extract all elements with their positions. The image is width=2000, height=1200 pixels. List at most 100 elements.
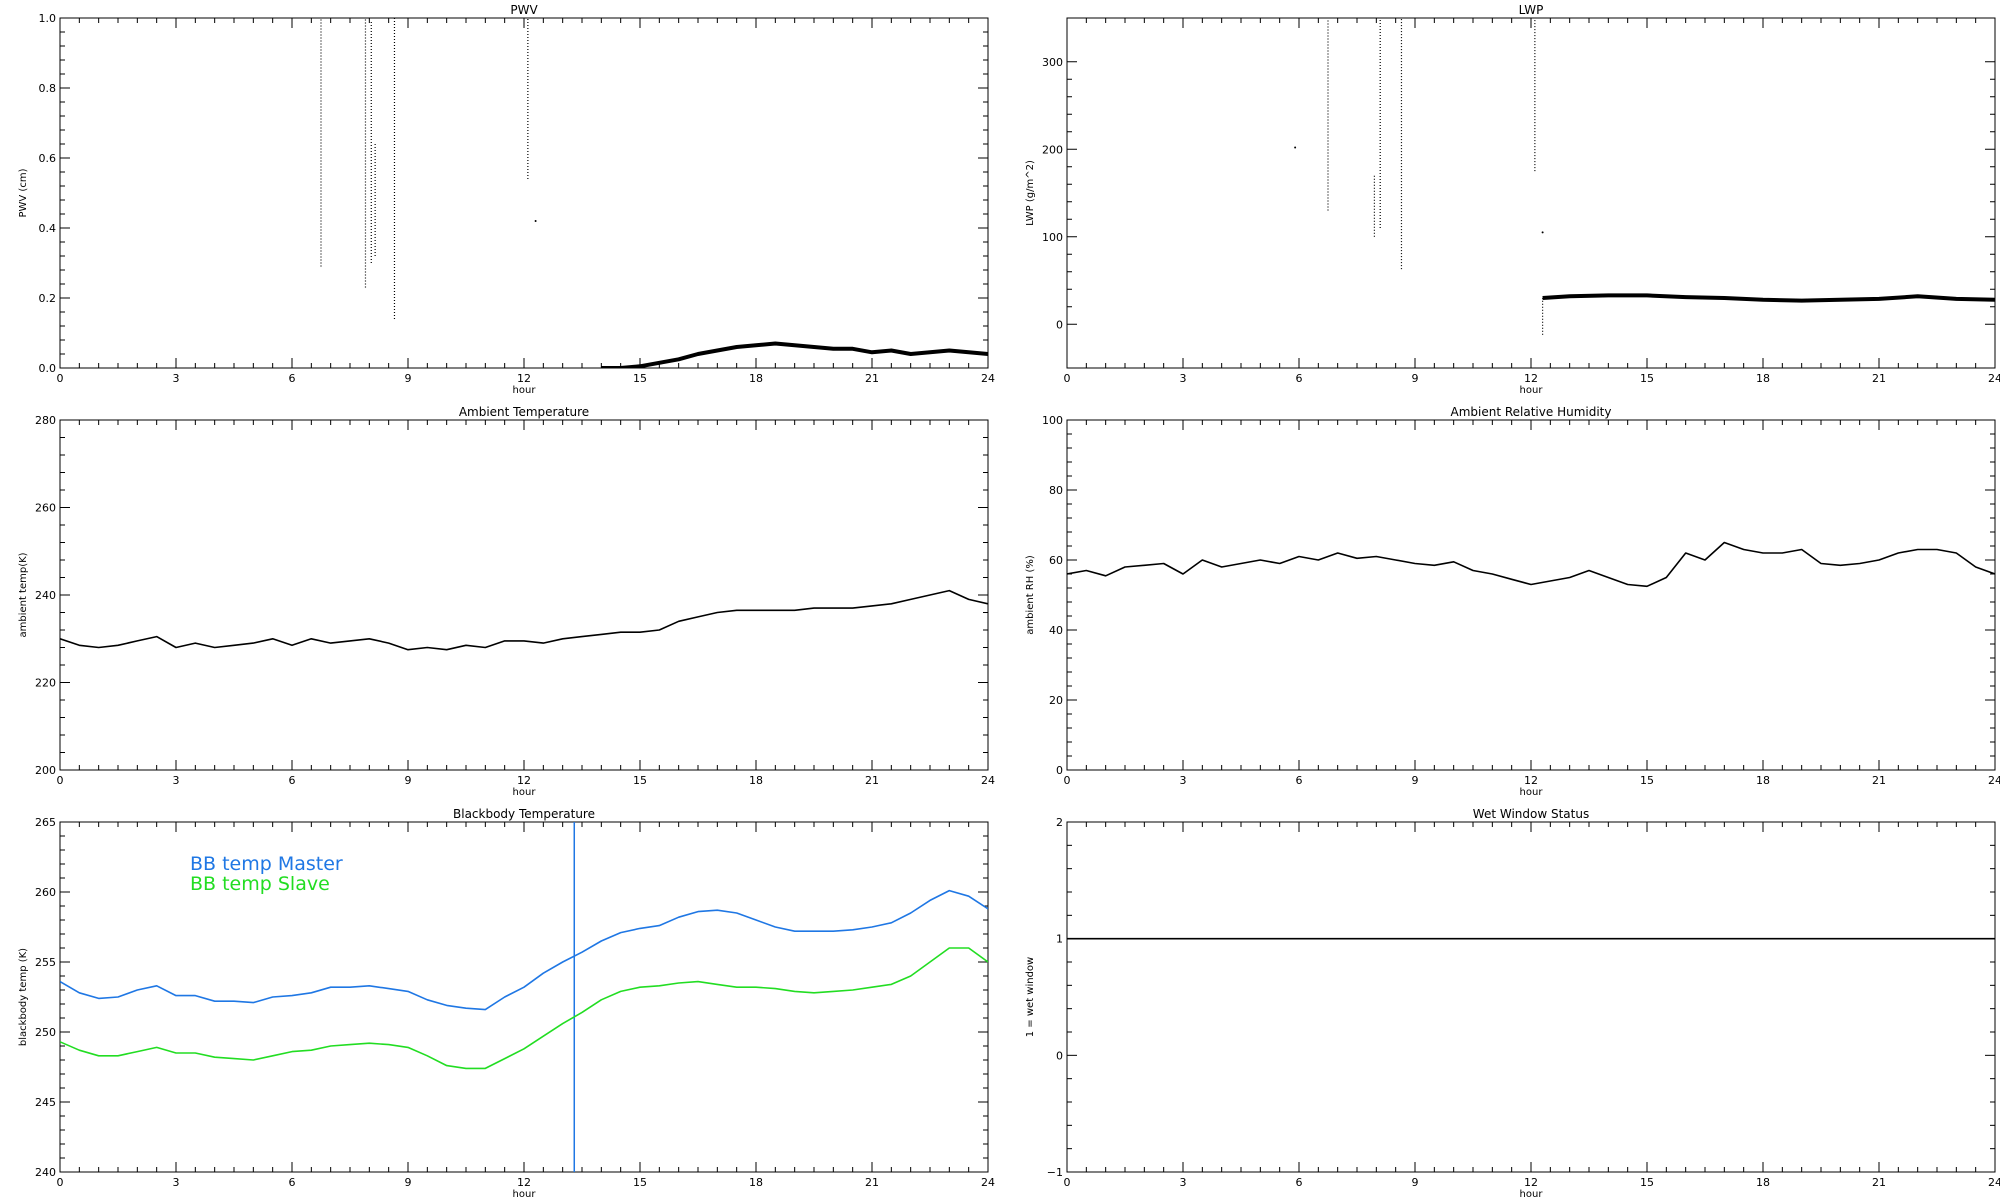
x-tick-label: 6 — [289, 1176, 296, 1189]
x-tick-label: 3 — [1180, 1176, 1187, 1189]
y-tick-label: 100 — [1042, 231, 1063, 244]
chart-title: PWV — [510, 3, 538, 17]
y-tick-label: 260 — [35, 886, 56, 899]
x-tick-label: 21 — [1872, 1176, 1886, 1189]
x-tick-label: 0 — [57, 774, 64, 787]
x-tick-label: 3 — [173, 1176, 180, 1189]
x-tick-label: 6 — [289, 774, 296, 787]
y-tick-label: 0 — [1056, 764, 1063, 777]
x-tick-label: 21 — [865, 1176, 879, 1189]
chart-title: Wet Window Status — [1473, 807, 1589, 821]
x-tick-label: 0 — [57, 1176, 64, 1189]
x-axis-label: hour — [1520, 1189, 1544, 1200]
panel-pwv: PWV 0 3 6 9 12 15 18 21 24 hour 0.0 0.2 0.4 0.6 0.8 1.0 P… — [18, 3, 995, 396]
x-tick-label: 12 — [1524, 774, 1538, 787]
x-tick-label: 9 — [1412, 1176, 1419, 1189]
y-tick-label: 40 — [1049, 624, 1063, 637]
x-tick-label: 15 — [1640, 372, 1654, 385]
y-tick-label: 220 — [35, 677, 56, 690]
y-axis-label: blackbody temp (K) — [18, 948, 29, 1046]
series-line-0 — [1542, 293, 1995, 303]
x-tick-label: 0 — [1064, 1176, 1071, 1189]
y-tick-label: 0 — [1056, 318, 1063, 331]
y-tick-label: 0 — [1056, 1049, 1063, 1062]
x-tick-label: 3 — [173, 372, 180, 385]
plot-area — [60, 589, 988, 651]
panel-lwp: LWP 0 3 6 9 12 15 18 21 24 hour 0 100 200 300 LWP (g/m^… — [1025, 3, 2000, 396]
x-tick-label: 12 — [517, 1176, 531, 1189]
plot-area — [1067, 541, 1995, 588]
chart-title: LWP — [1519, 3, 1544, 17]
x-tick-label: 24 — [1988, 774, 2000, 787]
y-tick-label: 300 — [1042, 56, 1063, 69]
y-tick-label: 0.4 — [39, 222, 57, 235]
x-tick-label: 6 — [1296, 372, 1303, 385]
plot-area — [1294, 18, 1995, 335]
x-tick-label: 24 — [1988, 1176, 2000, 1189]
x-tick-label: 9 — [1412, 372, 1419, 385]
x-tick-label: 21 — [1872, 774, 1886, 787]
x-tick-label: 9 — [405, 774, 412, 787]
y-tick-label: 0.2 — [39, 292, 57, 305]
data-point — [534, 220, 537, 222]
x-tick-label: 15 — [1640, 1176, 1654, 1189]
x-tick-label: 12 — [1524, 1176, 1538, 1189]
panel-ambient-temp: Ambient Temperature 0 3 6 9 12 15 18 21 24 hour 200… — [18, 405, 995, 798]
y-tick-label: 200 — [1042, 143, 1063, 156]
y-axis-label: LWP (g/m^2) — [1025, 160, 1036, 226]
x-tick-label: 9 — [405, 1176, 412, 1189]
data-point — [1294, 146, 1297, 149]
y-tick-label: 240 — [35, 1166, 56, 1179]
plot-frame — [59, 419, 989, 771]
y-tick-label: 2 — [1056, 816, 1063, 829]
series-line-0 — [60, 589, 988, 651]
x-tick-label: 18 — [1756, 372, 1770, 385]
plot-frame — [1066, 419, 1996, 771]
x-tick-label: 15 — [1640, 774, 1654, 787]
y-axis-label: 1 = wet window — [1025, 957, 1036, 1037]
y-tick-label: 200 — [35, 764, 56, 777]
x-tick-label: 12 — [517, 372, 531, 385]
x-tick-label: 24 — [981, 372, 995, 385]
x-tick-label: 21 — [865, 372, 879, 385]
series-line-0 — [1067, 541, 1995, 588]
x-axis-label: hour — [513, 787, 537, 798]
y-tick-label: 0.6 — [39, 152, 57, 165]
chart-title: Ambient Temperature — [459, 405, 589, 419]
legend-entry: BB temp Master — [190, 853, 343, 875]
y-tick-label: 80 — [1049, 484, 1063, 497]
y-tick-label: 60 — [1049, 554, 1063, 567]
plot-area — [60, 822, 988, 1172]
plot-area — [320, 18, 988, 368]
y-tick-label: 100 — [1042, 414, 1063, 427]
x-tick-label: 6 — [1296, 1176, 1303, 1189]
x-tick-label: 18 — [1756, 774, 1770, 787]
chart-title: Ambient Relative Humidity — [1451, 405, 1612, 419]
x-tick-label: 24 — [1988, 372, 2000, 385]
y-tick-label: 240 — [35, 589, 56, 602]
x-tick-label: 0 — [1064, 774, 1071, 787]
y-tick-label: −1 — [1047, 1166, 1063, 1179]
x-tick-label: 18 — [1756, 1176, 1770, 1189]
series-line-bb-temp-master — [60, 889, 988, 1011]
x-tick-label: 3 — [173, 774, 180, 787]
x-tick-label: 12 — [517, 774, 531, 787]
x-axis-label: hour — [1520, 787, 1544, 798]
series-line-bb-temp-slave — [60, 947, 988, 1070]
y-tick-label: 1 — [1056, 933, 1063, 946]
y-tick-label: 245 — [35, 1096, 56, 1109]
x-tick-label: 12 — [1524, 372, 1538, 385]
x-tick-label: 0 — [1064, 372, 1071, 385]
x-tick-label: 6 — [289, 372, 296, 385]
x-tick-label: 3 — [1180, 372, 1187, 385]
y-axis-label: ambient RH (%) — [1025, 555, 1036, 635]
x-tick-label: 21 — [865, 774, 879, 787]
x-tick-label: 18 — [749, 372, 763, 385]
x-tick-label: 3 — [1180, 774, 1187, 787]
x-tick-label: 9 — [405, 372, 412, 385]
x-tick-label: 0 — [57, 372, 64, 385]
plot-frame — [59, 17, 989, 369]
series-line-0 — [601, 341, 988, 368]
